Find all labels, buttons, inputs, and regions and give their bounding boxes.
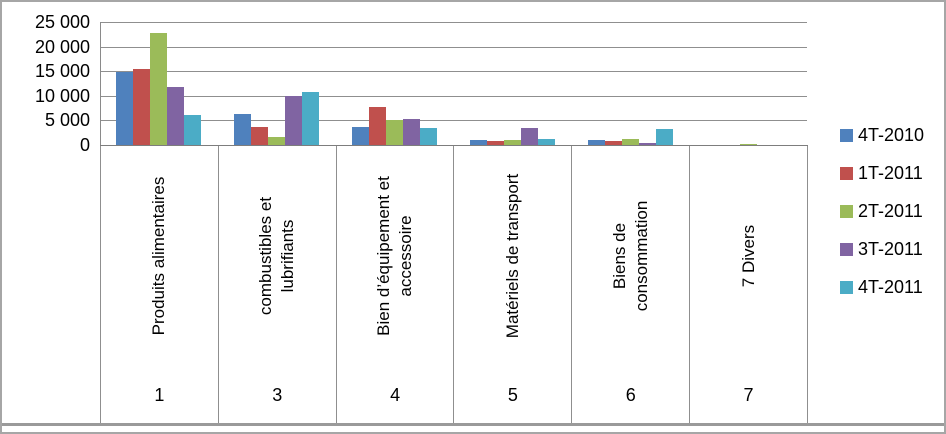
legend-color-swatch [840, 129, 853, 142]
category-number: 1 [154, 384, 165, 405]
legend-label: 4T-2011 [858, 277, 923, 297]
bar-4T-2010 [352, 127, 370, 145]
x-axis-line [100, 145, 808, 146]
bar-3T-2011 [520, 128, 538, 145]
bar-1T-2011 [133, 69, 151, 145]
bar-group [453, 22, 571, 145]
category-number: 3 [272, 384, 283, 405]
bar-4T-2011 [537, 139, 555, 145]
bar-3T-2011 [638, 143, 656, 145]
bar-4T-2010 [469, 140, 487, 145]
legend-label: 1T-2011 [858, 163, 923, 183]
bar-1T-2011 [486, 141, 504, 145]
legend-item: 3T-2011 [840, 239, 924, 259]
bar-4T-2010 [116, 72, 134, 145]
category-label: Produits alimentaires [149, 176, 169, 336]
bar-1T-2011 [251, 127, 269, 145]
category-label-wrap: Matériels de transport [454, 145, 571, 367]
bar-4T-2011 [420, 128, 438, 145]
bar-2T-2011 [739, 144, 757, 145]
category-label-wrap: combustibles et lubrifiants [219, 145, 336, 367]
category-number: 4 [390, 384, 401, 405]
bars-layer [100, 22, 807, 145]
category-cell: 7 Divers 7 [690, 145, 808, 423]
category-label-wrap: 7 Divers [690, 145, 807, 367]
category-number: 5 [507, 384, 518, 405]
legend-item: 2T-2011 [840, 201, 924, 221]
legend-item: 1T-2011 [840, 163, 924, 183]
legend: 4T-2010 1T-2011 2T-2011 3T-2011 4T-2011 [840, 125, 925, 297]
bar-2T-2011 [268, 137, 286, 145]
legend-label: 4T-2010 [858, 125, 925, 145]
category-cell: Matériels de transport 5 [454, 145, 573, 423]
legend-label: 3T-2011 [858, 239, 923, 259]
bar-group [218, 22, 336, 145]
category-cell: Biens de consommation 6 [572, 145, 691, 423]
bar-2T-2011 [503, 140, 521, 145]
y-tick-label: 15 000 [34, 61, 90, 81]
category-cell: combustibles et lubrifiants 3 [219, 145, 337, 423]
bar-2T-2011 [621, 139, 639, 145]
legend-color-swatch [840, 205, 853, 218]
category-number: 6 [625, 384, 636, 405]
category-label: 7 Divers [738, 224, 758, 288]
category-label: Matériels de transport [502, 173, 522, 339]
bar-4T-2011 [655, 129, 673, 145]
bar-3T-2011 [403, 119, 421, 145]
category-label: combustibles et lubrifiants [256, 196, 298, 316]
gridline [100, 71, 807, 72]
category-cell: Bien d’équipement et accessoire 4 [337, 145, 455, 423]
bar-3T-2011 [285, 96, 303, 145]
bar-1T-2011 [604, 141, 622, 145]
gridline [100, 47, 807, 48]
category-label-wrap: Biens de consommation [572, 145, 689, 367]
y-tick-label: 25 000 [34, 12, 90, 32]
bar-2T-2011 [386, 120, 404, 145]
bar-4T-2011 [184, 115, 202, 145]
legend-color-swatch [840, 167, 853, 180]
gridline [100, 120, 807, 121]
bar-4T-2010 [587, 140, 605, 145]
legend-color-swatch [840, 281, 853, 294]
bottom-border-rule [2, 423, 944, 426]
category-cell: Produits alimentaires 1 [100, 145, 219, 423]
bar-group [571, 22, 689, 145]
category-label-wrap: Bien d’équipement et accessoire [337, 145, 454, 367]
bar-1T-2011 [369, 107, 387, 145]
category-area: Produits alimentaires 1 combustibles et lu… [100, 145, 808, 423]
y-tick-label: 5 000 [44, 110, 90, 130]
gridline [100, 22, 807, 23]
bar-group [100, 22, 218, 145]
legend-color-swatch [840, 243, 853, 256]
category-number: 7 [743, 384, 754, 405]
y-tick-label: 20 000 [34, 37, 90, 57]
legend-label: 2T-2011 [858, 201, 923, 221]
legend-item: 4T-2010 [840, 125, 925, 145]
bar-2T-2011 [150, 33, 168, 145]
plot-area [100, 22, 807, 145]
legend-item: 4T-2011 [840, 277, 924, 297]
bar-3T-2011 [167, 87, 185, 145]
bar-4T-2011 [302, 92, 320, 145]
bar-group [336, 22, 454, 145]
bar-group [689, 22, 807, 145]
category-label-wrap: Produits alimentaires [101, 145, 218, 367]
y-tick-label: 0 [79, 135, 90, 155]
gridline [100, 96, 807, 97]
y-tick-label: 10 000 [34, 86, 90, 106]
category-label: Biens de consommation [609, 200, 651, 312]
category-label: Bien d’équipement et accessoire [373, 176, 416, 336]
bar-4T-2010 [234, 114, 252, 145]
